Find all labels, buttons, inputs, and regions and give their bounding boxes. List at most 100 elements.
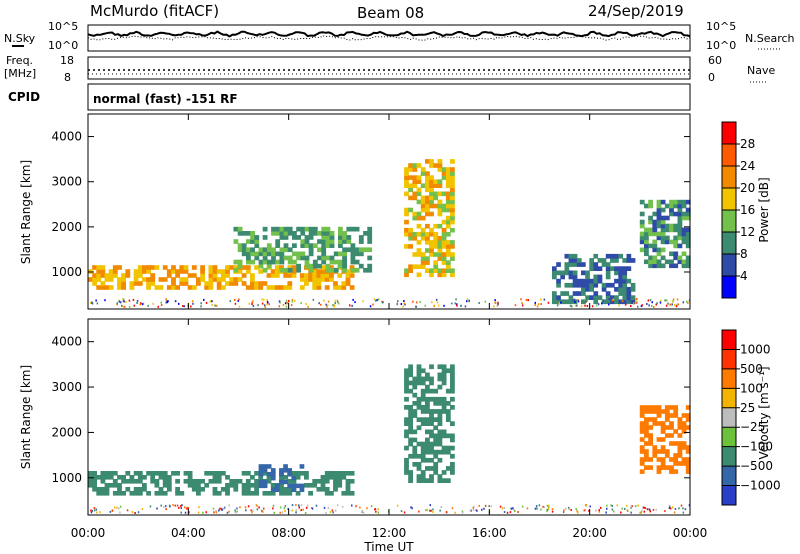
scatter-point [238, 298, 240, 301]
echo-cell [614, 253, 619, 259]
colorbar-tick-label: 500 [740, 362, 763, 376]
scatter-point [166, 301, 169, 304]
scatter-point [334, 304, 336, 307]
echo-cell [208, 471, 214, 476]
echo-cell [673, 429, 679, 434]
echo-cell [685, 211, 691, 217]
echo-cell [129, 281, 135, 286]
scatter-point [174, 300, 177, 302]
scatter-point [668, 505, 671, 508]
echo-cell [450, 175, 455, 180]
scatter-point [128, 305, 131, 308]
echo-cell [441, 175, 447, 180]
echo-cell [404, 171, 409, 176]
cpid-value: normal (fast) -151 RF [93, 92, 238, 106]
scatter-point [659, 301, 662, 304]
echo-cell [445, 445, 451, 451]
scatter-point [362, 511, 365, 514]
echo-cell [408, 372, 413, 378]
echo-cell [644, 417, 649, 422]
echo-cell [677, 227, 683, 233]
scatter-point [111, 509, 114, 512]
echo-cell [614, 287, 619, 292]
echo-cell [425, 478, 430, 483]
scatter-point [412, 300, 414, 303]
echo-cell [437, 167, 443, 172]
scatter-point [680, 504, 683, 507]
echo-cell [241, 491, 247, 496]
echo-cell [121, 491, 126, 496]
echo-cell [437, 417, 443, 422]
echo-cell [572, 258, 578, 263]
echo-cell [445, 433, 451, 439]
echo-cell [644, 405, 649, 410]
echo-cell [408, 187, 413, 193]
echo-cell [121, 281, 126, 286]
echo-cell [258, 285, 264, 290]
scatter-point [203, 298, 205, 301]
scatter-point [527, 299, 529, 302]
echo-cell [450, 380, 455, 386]
echo-cell [338, 239, 343, 244]
scatter-point [228, 510, 230, 513]
echo-cell [420, 474, 426, 479]
echo-cell [408, 232, 413, 237]
scatter-point [672, 300, 674, 303]
echo-cell [673, 227, 679, 233]
scatter-point [455, 298, 457, 301]
echo-cell [572, 282, 578, 288]
scatter-point [633, 302, 635, 305]
echo-cell [685, 461, 691, 466]
scatter-point [494, 299, 496, 302]
echo-cell [618, 287, 623, 292]
echo-cell [129, 479, 135, 484]
echo-cell [100, 281, 106, 286]
echo-cell [191, 273, 197, 278]
echo-cell [404, 405, 409, 410]
echo-cell [622, 258, 628, 263]
echo-cell [589, 278, 594, 284]
echo-cell [681, 421, 687, 426]
echo-cell [92, 487, 97, 492]
echo-cell [425, 466, 430, 471]
scatter-point [542, 505, 544, 508]
scatter-point [99, 511, 101, 514]
echo-cell [552, 299, 557, 305]
scatter-point [349, 304, 351, 307]
echo-cell [412, 211, 418, 217]
echo-cell [639, 429, 645, 434]
echo-cell [660, 461, 666, 466]
echo-cell [275, 239, 281, 244]
echo-cell [300, 226, 306, 232]
echo-cell [237, 259, 243, 265]
scatter-point [305, 506, 308, 509]
echo-cell [601, 262, 607, 267]
echo-cell [644, 421, 649, 426]
scatter-point [415, 301, 418, 304]
scatter-point [376, 299, 378, 302]
echo-cell [179, 277, 185, 282]
echo-cell [425, 199, 430, 205]
echo-cell [342, 235, 347, 240]
echo-cell [112, 483, 118, 488]
scatter-point [341, 505, 344, 508]
echo-cell [246, 251, 251, 257]
echo-cell [338, 243, 343, 248]
echo-cell [258, 281, 264, 286]
echo-cell [656, 259, 662, 265]
echo-cell [241, 231, 247, 236]
echo-cell [300, 231, 306, 236]
echo-cell [605, 270, 611, 276]
echo-cell [425, 388, 430, 394]
colorbar-segment [722, 368, 736, 389]
echo-cell [681, 215, 687, 221]
echo-cell [408, 388, 413, 394]
scatter-point [466, 298, 469, 301]
scatter-point [359, 506, 361, 509]
echo-cell [576, 258, 582, 263]
echo-cell [685, 215, 691, 221]
echo-cell [677, 441, 683, 446]
scatter-point [439, 509, 441, 512]
echo-cell [660, 429, 666, 434]
scatter-point [300, 509, 302, 512]
